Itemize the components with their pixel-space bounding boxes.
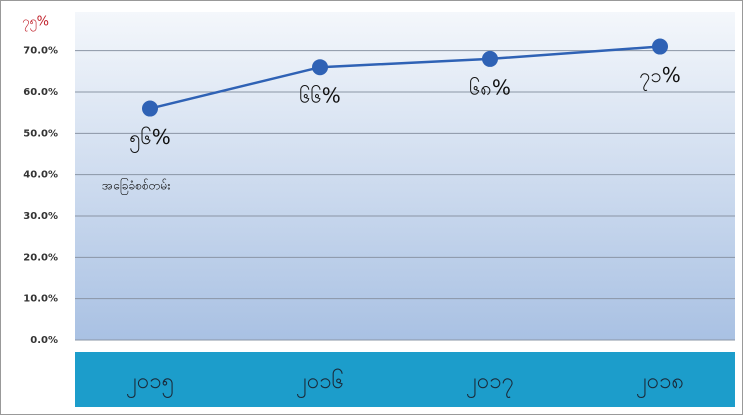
x-tick-label: ၂၀၁၆ bbox=[296, 368, 344, 398]
marker bbox=[142, 100, 158, 117]
x-tick-label: ၂၀၁၇ bbox=[466, 369, 514, 398]
y-tick-label: 70.0% bbox=[23, 46, 58, 57]
y-tick-label: 50.0% bbox=[23, 128, 58, 139]
y-tick-label: 10.0% bbox=[23, 294, 58, 305]
x-tick-label: ၂၀၁၈ bbox=[636, 369, 684, 398]
value-label: ၇၁% bbox=[639, 63, 681, 91]
note: အခြေခံစစ်တမ်း bbox=[102, 177, 170, 196]
category-band bbox=[75, 352, 735, 407]
y-tick-label: 60.0% bbox=[23, 87, 58, 98]
plot-area bbox=[75, 12, 735, 340]
top-annotation: ၇၅% bbox=[22, 15, 49, 32]
y-tick-label: 20.0% bbox=[23, 252, 58, 263]
marker bbox=[312, 59, 328, 76]
y-tick-label: 0.0% bbox=[30, 335, 58, 346]
y-tick-label: 30.0% bbox=[23, 211, 58, 222]
x-tick-label: ၂၀၁၅ bbox=[126, 369, 174, 398]
value-label: ၅၆% bbox=[129, 125, 171, 153]
line bbox=[149, 45, 661, 110]
value-label: ၆၈% bbox=[469, 75, 511, 99]
marker bbox=[482, 50, 498, 67]
value-label: ၆၆% bbox=[299, 84, 341, 108]
y-tick-label: 40.0% bbox=[23, 170, 58, 181]
marker bbox=[652, 38, 668, 55]
